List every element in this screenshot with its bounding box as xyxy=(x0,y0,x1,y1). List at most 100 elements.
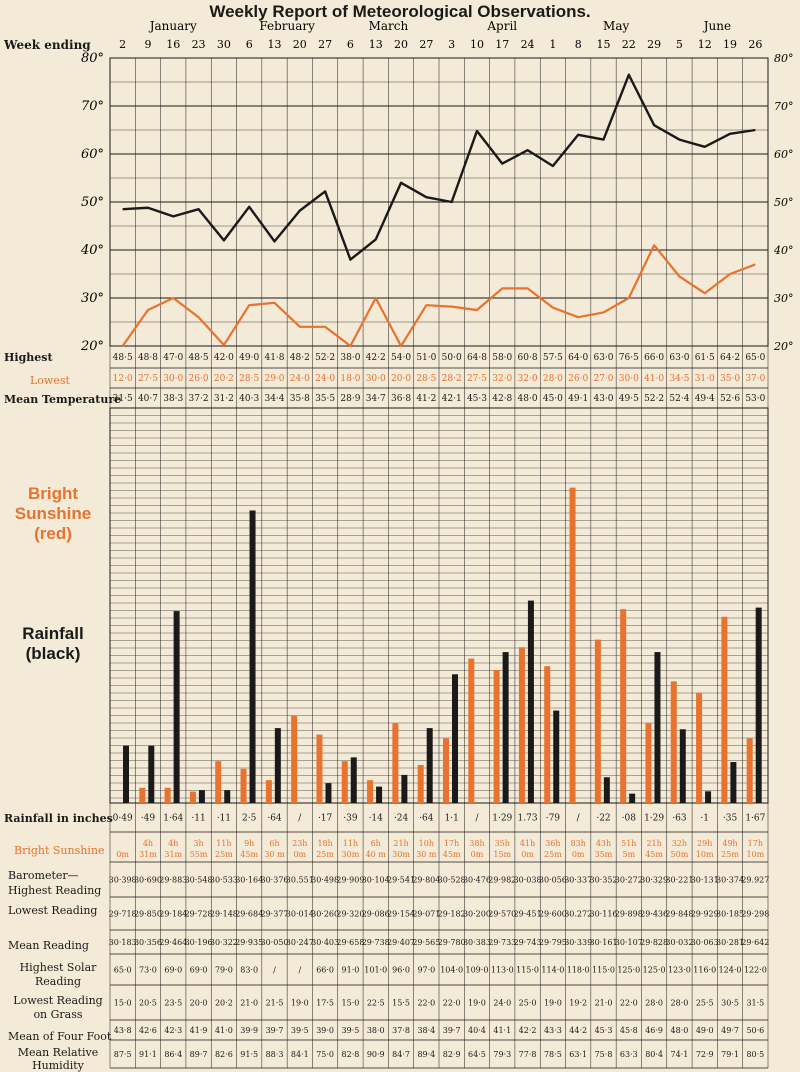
rain-inches-value: ·08 xyxy=(622,814,637,824)
sunshine-minutes-value: 30 m xyxy=(264,850,285,859)
baro-mean-value: 30·281 xyxy=(716,938,744,947)
humidity-value: 88·3 xyxy=(266,1050,284,1059)
rainfall-bar xyxy=(730,762,737,803)
solar-value: / xyxy=(298,966,301,975)
foot4-value: 43·8 xyxy=(114,1026,132,1035)
rainfall-bar xyxy=(325,783,332,803)
rainfall-bar xyxy=(274,728,281,803)
mean-temp-value: 52·2 xyxy=(644,394,664,404)
baro-high-value: 30·131 xyxy=(691,876,719,885)
baro-high-label: Barometer— Highest Reading xyxy=(8,869,102,897)
humidity-value: 82·6 xyxy=(215,1050,233,1059)
baro-high-value: 30·164 xyxy=(235,876,263,885)
lowest-value: 28·2 xyxy=(442,374,462,384)
humidity-value: 63·1 xyxy=(569,1050,587,1059)
rain-inches-value: 1·67 xyxy=(745,814,765,824)
week-label: 10 xyxy=(470,38,484,51)
highest-label: Highest xyxy=(4,351,53,364)
rain-inches-value: ·11 xyxy=(191,814,205,824)
rainfall-bar xyxy=(502,652,509,803)
baro-low-value: 29·320 xyxy=(336,910,364,919)
baro-high-value: 29·541 xyxy=(387,876,415,885)
humidity-value: 89·4 xyxy=(417,1050,435,1059)
grass-value: 20·0 xyxy=(190,999,208,1008)
baro-high-value: 30·690 xyxy=(134,876,162,885)
rainfall-bar xyxy=(452,674,458,803)
baro-high-value: 29·982 xyxy=(488,876,516,885)
grass-value: 31·5 xyxy=(746,999,764,1008)
foot4-value: 45·8 xyxy=(620,1026,638,1035)
foot4-value: 42·6 xyxy=(139,1026,157,1035)
solar-value: 124·0 xyxy=(719,966,742,975)
sunshine-hours-value: 9h xyxy=(244,839,254,848)
grass-value: 21·0 xyxy=(595,999,613,1008)
humidity-label: Mean Relative Humidity xyxy=(17,1046,99,1072)
rainfall-bar xyxy=(679,729,686,803)
mean-temp-value: 34·4 xyxy=(264,394,284,404)
mean-temp-value: 42·8 xyxy=(492,394,512,404)
rainfall-bar xyxy=(426,728,433,803)
baro-mean-value: 30·322 xyxy=(210,938,238,947)
sunshine-minutes-value: 0m xyxy=(471,850,484,859)
rain-inches-value: ·17 xyxy=(318,814,333,824)
rain-inches-label: Rainfall in inches xyxy=(4,812,113,825)
grass-value: 24·0 xyxy=(493,999,511,1008)
humidity-value: 77·8 xyxy=(519,1050,537,1059)
mean-temp-value: 42·1 xyxy=(442,394,462,404)
foot4-value: 40·4 xyxy=(468,1026,486,1035)
rain-inches-value: ·64 xyxy=(419,814,434,824)
sunshine-hours-value: 35h xyxy=(495,839,510,848)
lowest-value: 20·2 xyxy=(214,374,234,384)
week-label: 30 xyxy=(217,38,231,51)
lowest-value: 30·0 xyxy=(366,374,386,384)
sunshine-hours-value: 17h xyxy=(748,839,763,848)
solar-value: 73·0 xyxy=(139,966,157,975)
highest-value: 52·2 xyxy=(315,353,335,363)
baro-mean-value: 30·383 xyxy=(463,938,491,947)
lowest-temp-line xyxy=(121,244,756,348)
rain-inches-value: / xyxy=(475,814,479,824)
baro-low-value: 29·154 xyxy=(387,910,415,919)
grass-value: 19·2 xyxy=(569,999,587,1008)
baro-mean-value: 30·183 xyxy=(109,938,137,947)
baro-high-value: 30·038 xyxy=(514,876,542,885)
humidity-value: 64·5 xyxy=(468,1050,486,1059)
baro-mean-value: 29·464 xyxy=(159,938,187,947)
rainfall-bar xyxy=(629,793,636,803)
week-label: 13 xyxy=(369,38,383,51)
sunshine-hours-value: 43h xyxy=(596,839,611,848)
foot4-value: 38·0 xyxy=(367,1026,385,1035)
grass-value: 25·0 xyxy=(519,999,537,1008)
highest-value: 51·0 xyxy=(416,353,436,363)
rainfall-bar xyxy=(350,757,357,803)
baro-high-value: 30·498 xyxy=(311,876,339,885)
sunshine-minutes-value: 31m xyxy=(164,850,182,859)
baro-low-label: Lowest Reading xyxy=(8,904,98,917)
baro-low-value: 29·929 xyxy=(691,910,719,919)
baro-low-value: 29·848 xyxy=(665,910,693,919)
foot4-label: Mean of Four Foot xyxy=(8,1030,112,1043)
rainfall-bar xyxy=(249,510,256,803)
lowest-value: 28·0 xyxy=(543,374,563,384)
week-label: 27 xyxy=(419,38,433,51)
lowest-value: 27·5 xyxy=(467,374,487,384)
lowest-value: 35·0 xyxy=(720,374,740,384)
baro-low-value: 29·451 xyxy=(514,910,542,919)
temp-axis-label-right: 20° xyxy=(773,340,794,353)
solar-value: 101·0 xyxy=(364,966,387,975)
highest-value: 49·0 xyxy=(239,353,259,363)
grass-value: 15·0 xyxy=(114,999,132,1008)
baro-low-value: 29·728 xyxy=(185,910,213,919)
sunshine-hours-value: 21h xyxy=(393,839,408,848)
lowest-value: 12·0 xyxy=(113,374,133,384)
month-label: May xyxy=(603,19,629,33)
rainfall-bar xyxy=(603,777,610,803)
humidity-value: 91·1 xyxy=(139,1050,157,1059)
lowest-value: 31·0 xyxy=(695,374,715,384)
baro-low-value: 29·184 xyxy=(159,910,187,919)
week-label: 12 xyxy=(698,38,712,51)
temp-axis-label-right: 40° xyxy=(773,244,794,257)
temp-axis-label: 50° xyxy=(81,195,104,210)
week-label: 16 xyxy=(166,38,180,51)
solar-value: 96·0 xyxy=(392,966,410,975)
